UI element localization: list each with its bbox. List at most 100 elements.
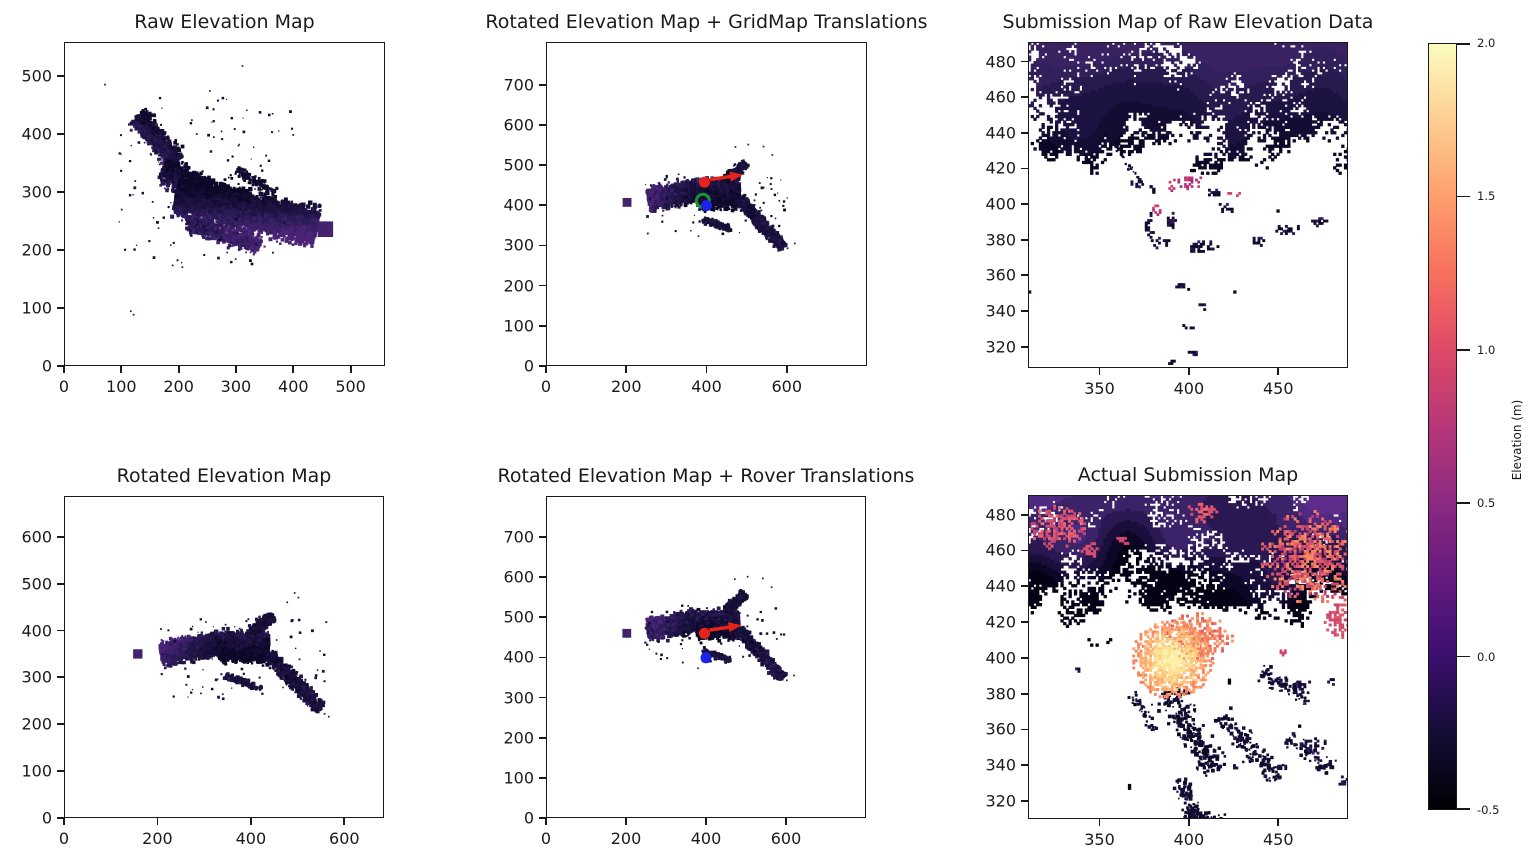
x-tick-mark	[156, 818, 159, 825]
y-tick-mark	[539, 616, 546, 619]
y-tick-label: 700	[503, 527, 534, 547]
x-tick-mark	[625, 818, 627, 825]
x-tick-label: 0	[540, 377, 552, 396]
colorbar-tick-label: 0.0	[1477, 649, 1496, 664]
submission-raw-canvas	[1028, 42, 1348, 368]
y-tick-label: 420	[985, 612, 1016, 632]
y-tick-label: 600	[503, 115, 534, 135]
y-tick-mark	[1021, 513, 1028, 516]
y-tick-label: 0	[41, 808, 52, 828]
x-tick-mark	[1187, 368, 1190, 375]
raw-elevation-map-canvas	[64, 42, 385, 366]
subplot-rotated-elevation-map: Rotated Elevation Map 0 200 400 600 0 100 200 3…	[21, 465, 384, 848]
y-tick-mark	[539, 365, 546, 367]
x-tick-label: 200	[163, 377, 194, 396]
x-tick-label: 0	[58, 829, 70, 848]
x-tick-mark	[120, 366, 123, 373]
gridmap-translations-canvas	[546, 42, 867, 366]
y-tick-label: 100	[21, 761, 52, 781]
y-tick-label: 440	[985, 123, 1016, 143]
y-tick-mark	[1021, 656, 1028, 659]
y-tick-label: 200	[503, 728, 534, 748]
y-tick-label: 320	[985, 791, 1016, 811]
colorbar-tick-mark	[1457, 195, 1470, 198]
y-tick-mark	[1021, 131, 1028, 134]
x-tick-mark	[705, 366, 708, 373]
y-tick-mark	[539, 536, 546, 538]
y-tick-mark	[1021, 549, 1028, 552]
y-tick-label: 400	[503, 195, 534, 215]
y-tick-label: 0	[523, 808, 534, 828]
x-tick-mark	[343, 818, 346, 825]
colorbar: 2.0 1.5 1.0 0.5 0.0 -0.5	[1428, 36, 1499, 817]
x-tick-mark	[545, 818, 547, 825]
y-tick-mark	[1021, 60, 1028, 63]
x-tick-label: 400	[235, 829, 267, 848]
y-tick-mark	[1021, 692, 1028, 695]
y-tick-label: 440	[985, 576, 1016, 596]
x-tick-mark	[1187, 819, 1190, 826]
subplot-gridmap-translations: Rotated Elevation Map + GridMap Translat…	[485, 11, 927, 396]
x-tick-mark	[63, 366, 65, 373]
x-tick-mark	[705, 818, 707, 825]
y-tick-mark	[539, 776, 546, 779]
y-tick-label: 400	[503, 647, 534, 667]
y-tick-mark	[1021, 621, 1028, 623]
y-tick-label: 500	[503, 155, 534, 175]
x-tick-label: 100	[106, 377, 137, 396]
colorbar-tick-label: -0.5	[1477, 803, 1500, 817]
y-tick-label: 400	[985, 194, 1016, 214]
y-tick-label: 360	[985, 265, 1016, 285]
y-tick-label: 460	[985, 87, 1016, 107]
colorbar-tick-mark	[1457, 808, 1470, 810]
x-tick-mark	[1098, 368, 1101, 375]
y-tick-label: 460	[985, 540, 1016, 560]
subplot-title: Rotated Elevation Map + Rover Translatio…	[497, 465, 915, 487]
y-tick-label: 500	[21, 574, 52, 594]
actual-submission-map-canvas	[1028, 495, 1348, 819]
y-tick-label: 500	[21, 66, 52, 86]
subplot-title: Raw Elevation Map	[134, 11, 315, 33]
subplot-submission-raw: Submission Map of Raw Elevation Data 350…	[985, 11, 1373, 398]
colorbar-tick-label: 0.5	[1477, 496, 1496, 511]
x-tick-label: 500	[335, 377, 366, 396]
x-tick-mark	[235, 366, 237, 373]
x-tick-mark	[177, 366, 180, 373]
colorbar-tick-label: 1.0	[1477, 342, 1496, 357]
y-tick-mark	[57, 75, 64, 78]
subplot-title: Rotated Elevation Map	[116, 465, 332, 487]
y-tick-mark	[539, 817, 546, 819]
y-tick-label: 100	[503, 316, 534, 336]
y-tick-label: 200	[21, 240, 52, 260]
x-tick-mark	[545, 366, 547, 373]
y-tick-label: 600	[503, 567, 534, 587]
x-tick-label: 400	[691, 377, 722, 396]
colorbar-tick-mark	[1457, 43, 1470, 45]
y-tick-mark	[539, 736, 546, 739]
y-tick-mark	[539, 204, 546, 207]
y-tick-mark	[57, 629, 64, 632]
x-tick-label: 450	[1262, 379, 1294, 398]
y-tick-mark	[539, 324, 546, 327]
subplot-actual-submission-map: Actual Submission Map 350 400 450 320 340 360…	[985, 464, 1348, 849]
colorbar-tick-mark	[1457, 655, 1470, 658]
y-tick-mark	[57, 582, 64, 585]
y-tick-mark	[539, 83, 546, 86]
y-tick-label: 300	[21, 182, 52, 202]
subplot-raw-elevation-map: Raw Elevation Map 0 100 200 300 400 500 0 100 20…	[21, 11, 385, 396]
colorbar-tick-mark	[1457, 502, 1470, 504]
y-tick-label: 340	[985, 755, 1016, 775]
x-tick-label: 0	[540, 829, 552, 848]
y-tick-mark	[1021, 238, 1028, 241]
rover-translations-canvas	[546, 496, 866, 818]
y-tick-label: 400	[21, 621, 52, 641]
y-tick-mark	[1021, 728, 1028, 731]
y-tick-mark	[1021, 585, 1028, 588]
x-tick-label: 200	[610, 377, 642, 396]
y-tick-mark	[57, 307, 64, 309]
y-tick-label: 200	[503, 276, 534, 296]
y-tick-label: 0	[523, 356, 534, 376]
y-tick-mark	[57, 723, 64, 726]
rotated-elevation-map-canvas	[64, 496, 384, 818]
